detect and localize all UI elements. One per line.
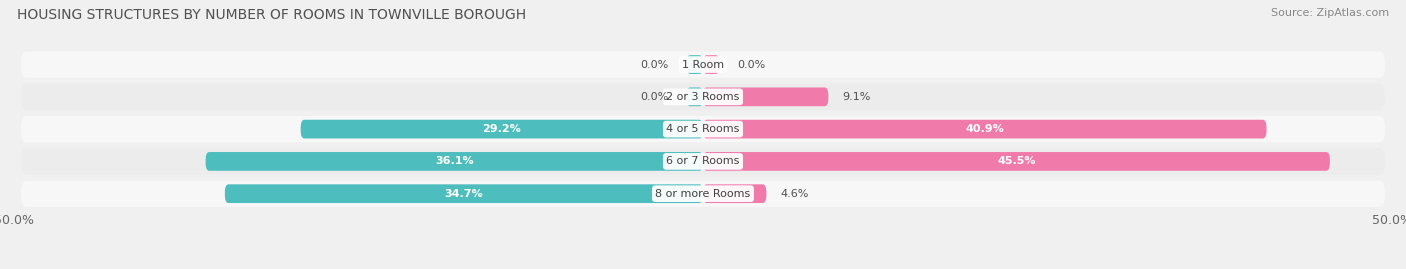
Text: 8 or more Rooms: 8 or more Rooms bbox=[655, 189, 751, 199]
FancyBboxPatch shape bbox=[21, 51, 1385, 78]
FancyBboxPatch shape bbox=[21, 180, 1385, 207]
Legend: Owner-occupied, Renter-occupied: Owner-occupied, Renter-occupied bbox=[565, 264, 841, 269]
Text: 0.0%: 0.0% bbox=[640, 59, 669, 70]
FancyBboxPatch shape bbox=[703, 87, 828, 106]
FancyBboxPatch shape bbox=[703, 184, 766, 203]
Text: Source: ZipAtlas.com: Source: ZipAtlas.com bbox=[1271, 8, 1389, 18]
Text: 36.1%: 36.1% bbox=[434, 156, 474, 167]
Text: 0.0%: 0.0% bbox=[640, 92, 669, 102]
FancyBboxPatch shape bbox=[301, 120, 703, 139]
Text: 29.2%: 29.2% bbox=[482, 124, 522, 134]
Text: 4.6%: 4.6% bbox=[780, 189, 808, 199]
FancyBboxPatch shape bbox=[703, 152, 1330, 171]
Text: 9.1%: 9.1% bbox=[842, 92, 870, 102]
FancyBboxPatch shape bbox=[21, 148, 1385, 175]
FancyBboxPatch shape bbox=[686, 55, 703, 74]
FancyBboxPatch shape bbox=[21, 84, 1385, 110]
Text: 4 or 5 Rooms: 4 or 5 Rooms bbox=[666, 124, 740, 134]
Text: 6 or 7 Rooms: 6 or 7 Rooms bbox=[666, 156, 740, 167]
Text: 34.7%: 34.7% bbox=[444, 189, 484, 199]
Text: 1 Room: 1 Room bbox=[682, 59, 724, 70]
Text: 40.9%: 40.9% bbox=[966, 124, 1004, 134]
Text: HOUSING STRUCTURES BY NUMBER OF ROOMS IN TOWNVILLE BOROUGH: HOUSING STRUCTURES BY NUMBER OF ROOMS IN… bbox=[17, 8, 526, 22]
FancyBboxPatch shape bbox=[703, 55, 720, 74]
Text: 45.5%: 45.5% bbox=[997, 156, 1036, 167]
Text: 2 or 3 Rooms: 2 or 3 Rooms bbox=[666, 92, 740, 102]
FancyBboxPatch shape bbox=[225, 184, 703, 203]
FancyBboxPatch shape bbox=[703, 120, 1267, 139]
FancyBboxPatch shape bbox=[686, 87, 703, 106]
FancyBboxPatch shape bbox=[205, 152, 703, 171]
Text: 0.0%: 0.0% bbox=[738, 59, 766, 70]
FancyBboxPatch shape bbox=[21, 116, 1385, 142]
